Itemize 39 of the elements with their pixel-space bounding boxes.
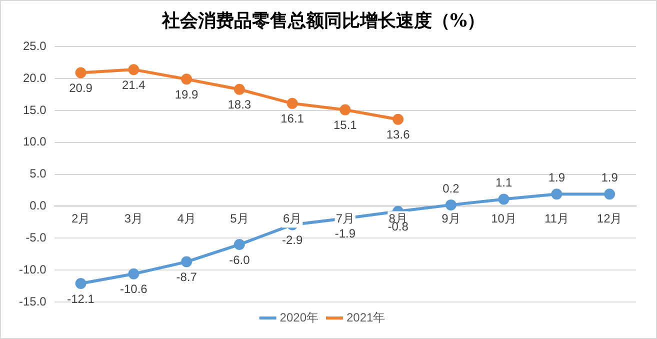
- data-label: 18.3: [228, 98, 252, 112]
- data-label: 13.6: [386, 128, 410, 142]
- chart-title: 社会消费品零售总额同比增长速度（%）: [160, 10, 486, 32]
- y-tick-label: 15.0: [22, 102, 47, 117]
- y-tick-label: -5.0: [26, 230, 47, 244]
- data-label: -8.7: [176, 270, 198, 284]
- data-label: 1.1: [495, 176, 512, 190]
- x-tick-label: 4月: [177, 212, 196, 226]
- x-tick-label: 5月: [230, 212, 249, 226]
- y-tick-label: 10.0: [22, 134, 47, 149]
- y-tick-label: 20.0: [22, 70, 47, 85]
- data-label: 20.9: [69, 81, 93, 96]
- x-tick-label: 3月: [124, 212, 144, 226]
- x-tick-label: 10月: [491, 212, 516, 226]
- y-tick-label: -15.0: [18, 294, 47, 308]
- x-tick-label: 9月: [442, 212, 460, 226]
- data-label: -6.0: [229, 252, 250, 267]
- data-label: 15.1: [333, 118, 358, 132]
- data-label: 21.4: [122, 78, 146, 92]
- data-label: -1.9: [334, 226, 356, 241]
- legend-label: 2020年: [280, 310, 319, 324]
- x-tick-label: 2月: [71, 212, 90, 226]
- x-tick-label: 12月: [596, 212, 622, 226]
- y-tick-label: -10.0: [18, 262, 47, 276]
- data-label: 1.9: [601, 170, 618, 184]
- data-label: 19.9: [174, 87, 199, 102]
- data-label: 1.9: [548, 170, 566, 184]
- data-label: -12.1: [67, 292, 95, 306]
- x-tick-label: 6月: [282, 212, 302, 226]
- y-tick-label: 25.0: [22, 38, 47, 53]
- data-label: -10.6: [120, 282, 148, 296]
- data-label: 16.1: [280, 112, 304, 126]
- data-label: -2.9: [282, 233, 303, 248]
- y-tick-label: 5.0: [30, 166, 47, 181]
- data-label: 0.2: [442, 181, 460, 196]
- x-tick-label: 7月: [336, 212, 355, 226]
- y-tick-label: 0.0: [30, 198, 47, 213]
- legend-label: 2021年: [346, 310, 386, 324]
- x-tick-label: 11月: [544, 212, 569, 226]
